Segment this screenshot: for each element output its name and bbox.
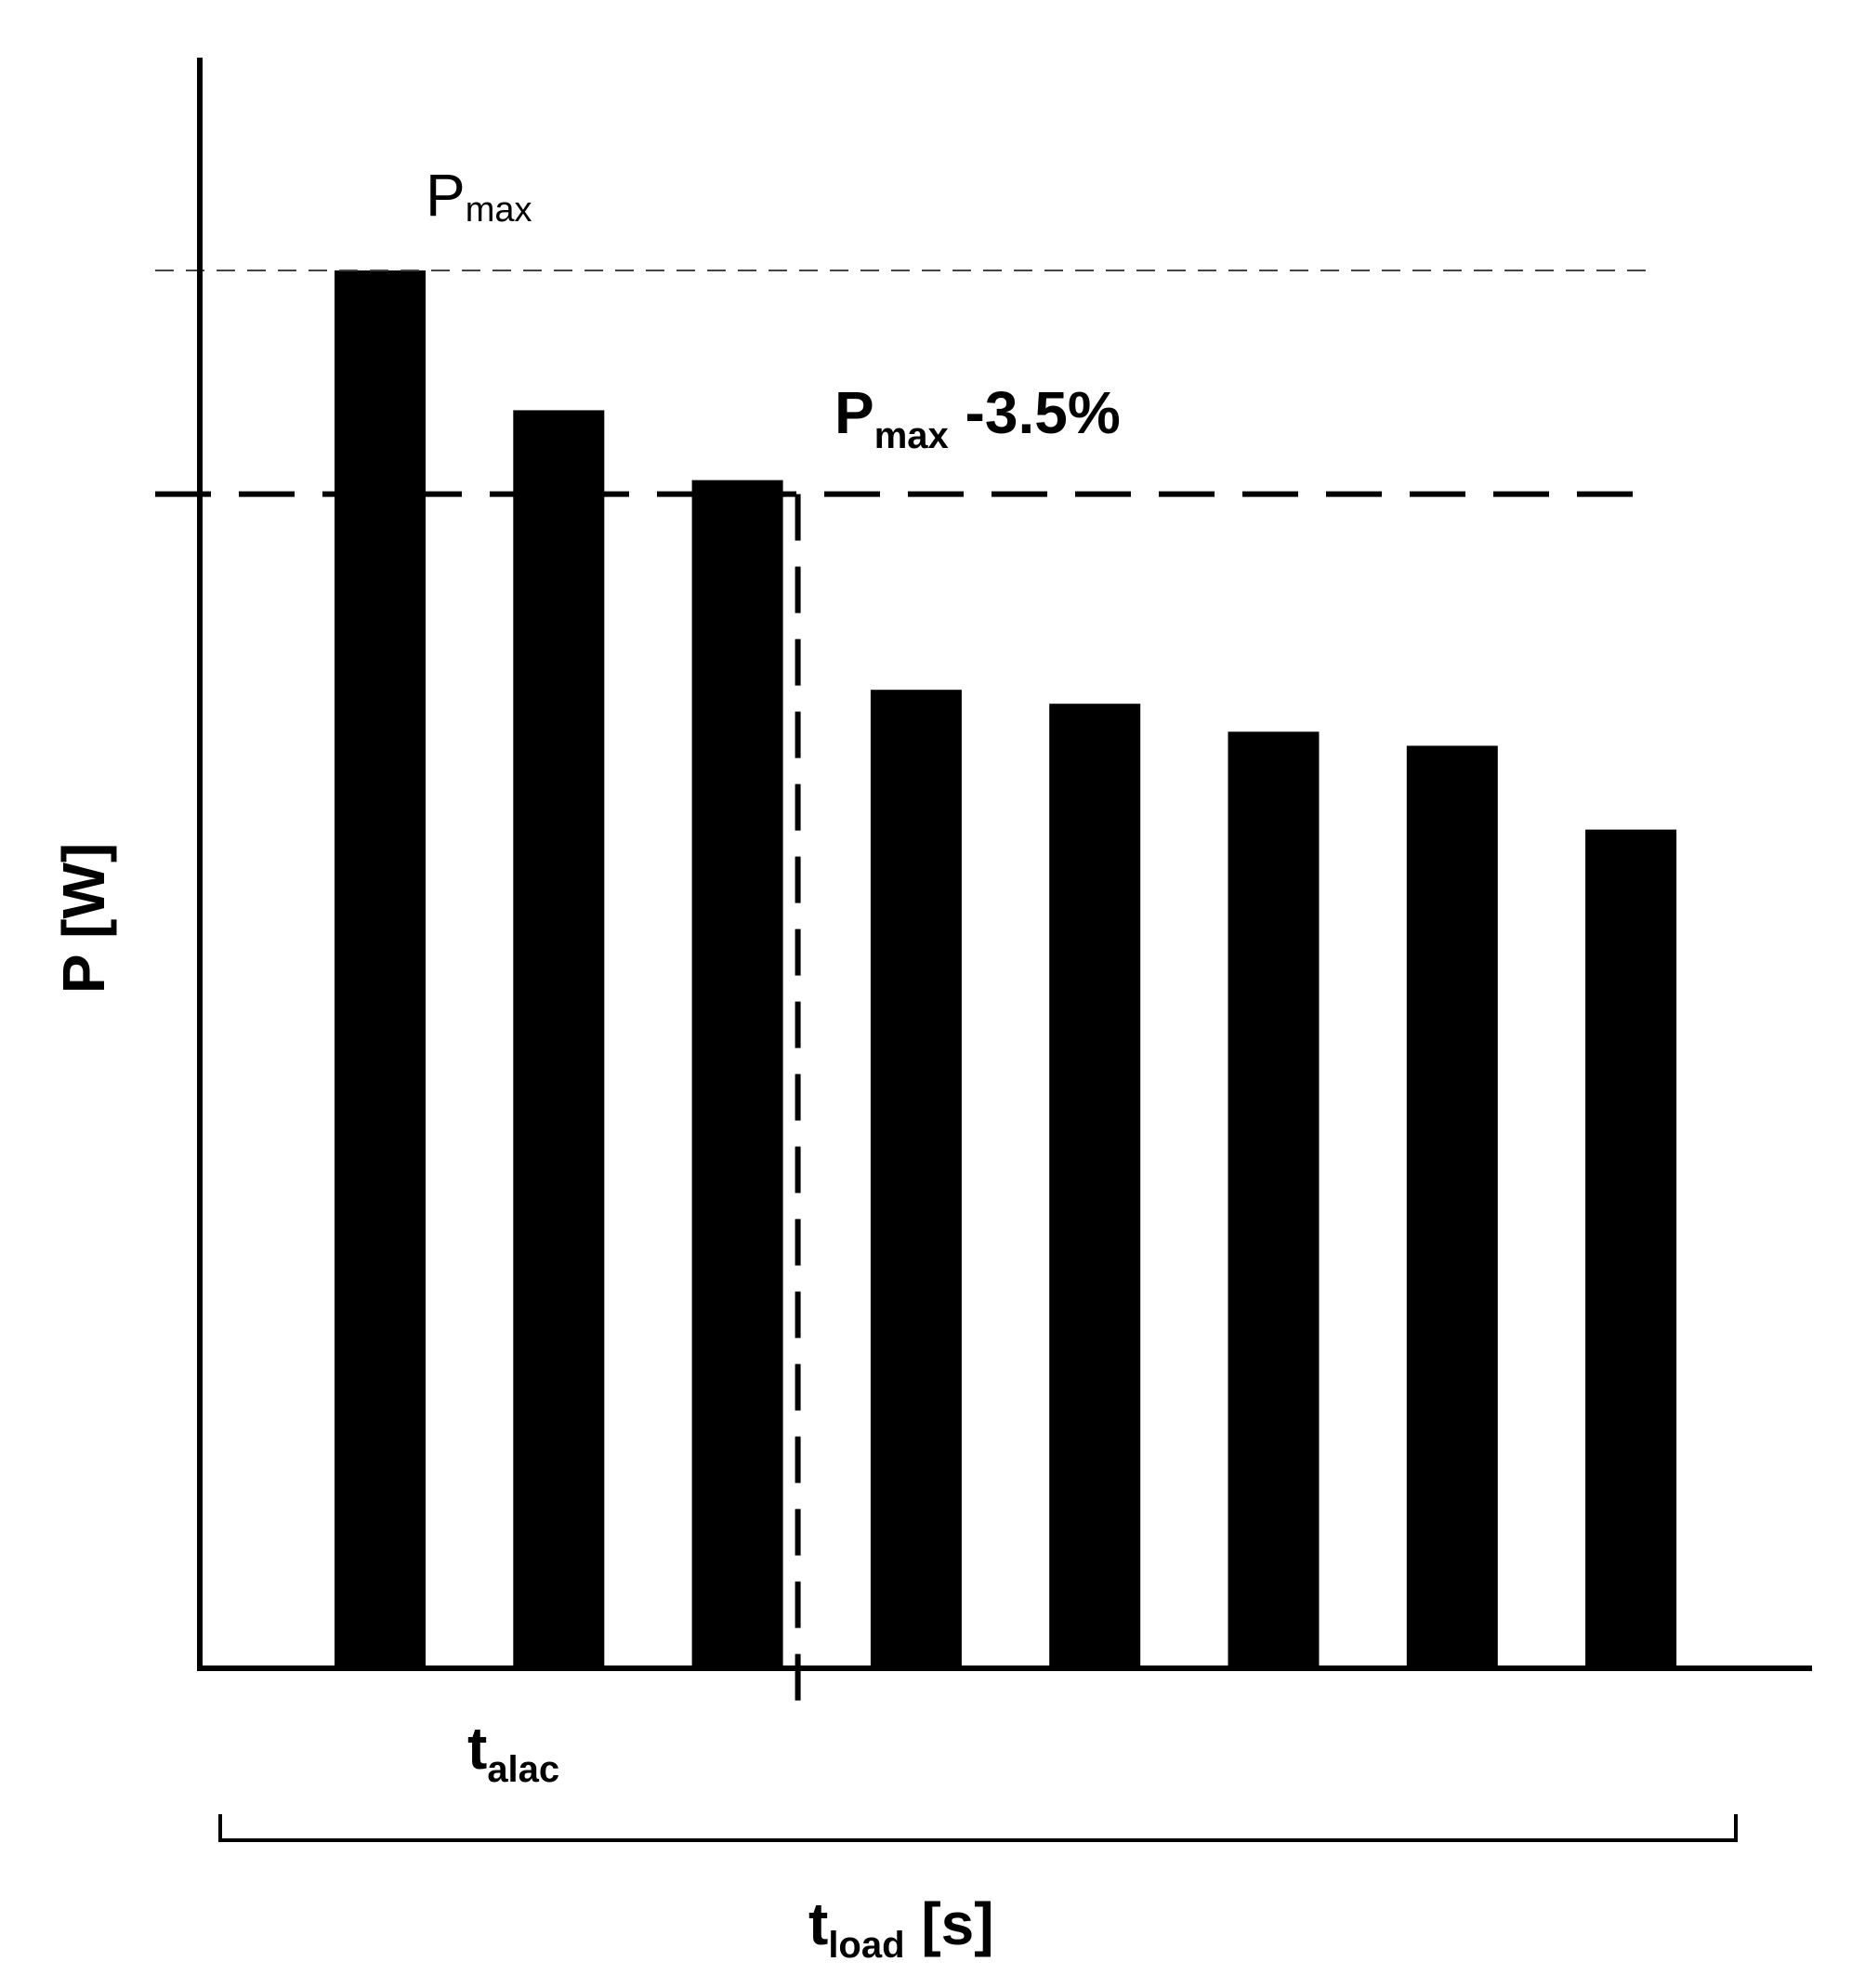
bar-8 bbox=[1585, 829, 1677, 1668]
x-axis-label: tload [s] bbox=[808, 1890, 994, 1966]
bar-6 bbox=[1228, 731, 1320, 1668]
reference-lines-group bbox=[155, 270, 1656, 1707]
pmax-label-sub: max bbox=[466, 191, 532, 230]
t-alac-label-main: t bbox=[467, 1715, 487, 1782]
bar-5 bbox=[1049, 704, 1141, 1669]
bar-2 bbox=[513, 410, 605, 1668]
pmax-label: Pmax bbox=[426, 162, 532, 230]
load-time-bracket bbox=[218, 1814, 1738, 1842]
x-axis-label-main: t bbox=[808, 1890, 828, 1957]
pmax-minus-label-suffix: -3.5% bbox=[949, 379, 1121, 446]
x-axis-label-unit: [s] bbox=[905, 1890, 994, 1957]
bars-group bbox=[335, 270, 1677, 1669]
pmax-minus-label-main: P bbox=[834, 379, 874, 446]
bar-3 bbox=[691, 480, 783, 1668]
x-axis-label-sub: load bbox=[828, 1925, 904, 1966]
y-axis-label: P [W] bbox=[50, 843, 117, 994]
bar-7 bbox=[1406, 745, 1498, 1668]
bar-4 bbox=[870, 690, 962, 1669]
pmax-minus-label-sub: max bbox=[874, 415, 949, 456]
bar-1 bbox=[335, 270, 426, 1668]
pmax-label-main: P bbox=[426, 162, 466, 229]
pmax-minus-label: Pmax -3.5% bbox=[834, 379, 1121, 456]
t-alac-label: talac bbox=[467, 1715, 559, 1790]
t-alac-label-sub: alac bbox=[487, 1749, 559, 1790]
